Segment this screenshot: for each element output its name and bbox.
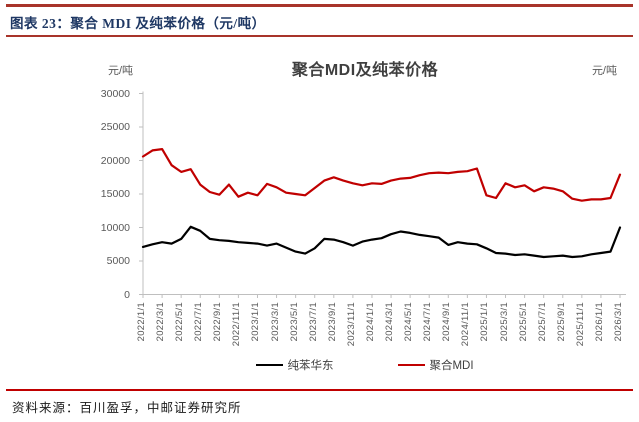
- x-tick-label: 2025/11/1: [574, 301, 586, 346]
- x-tick-label: 2026/3/1: [613, 301, 624, 341]
- x-tick-label: 2022/3/1: [155, 301, 167, 341]
- price-chart: 聚合MDI及纯苯价格 元/吨 元/吨 0 5000 10000 15000 20000 2…: [0, 44, 639, 384]
- x-tick-label: 2022/9/1: [212, 301, 224, 341]
- x-tick-label: 2025/3/1: [498, 301, 510, 341]
- y-tick-label: 0: [124, 288, 130, 301]
- x-tick-label: 2023/11/1: [345, 301, 357, 346]
- legend-label-poly-mdi: 聚合MDI: [429, 360, 474, 372]
- x-tick-label: 2025/9/1: [555, 301, 567, 341]
- y-tick-label: 30000: [100, 87, 130, 100]
- x-tick-label: 2024/7/1: [422, 301, 434, 341]
- legend: 纯苯华东 聚合MDI: [100, 357, 630, 373]
- x-tick-label: 2022/5/1: [174, 301, 186, 341]
- x-tick-label: 2025/1/1: [479, 301, 491, 341]
- legend-item-benzene-east[interactable]: 纯苯华东: [256, 357, 333, 373]
- x-tick-label: 2023/7/1: [307, 301, 319, 341]
- x-tick-label: 2024/1/1: [364, 301, 376, 341]
- series-line-benzene-east: [141, 225, 622, 259]
- y-axis-unit-left: 元/吨: [108, 65, 134, 77]
- caption-rule: [6, 35, 633, 37]
- footer-rule: [6, 389, 633, 391]
- x-tick-label: 2023/3/1: [269, 301, 281, 341]
- x-tick-label: 2024/11/1: [460, 301, 472, 346]
- x-tick-label: 2025/5/1: [517, 301, 529, 341]
- figure-caption: 图表 23：聚合 MDI 及纯苯价格（元/吨）: [10, 16, 266, 31]
- legend-label-benzene-east: 纯苯华东: [287, 360, 334, 372]
- x-tick-label: 2022/11/1: [231, 301, 243, 346]
- top-rule: [6, 4, 633, 7]
- source-note: 资料来源：百川盈孚，中邮证券研究所: [12, 401, 242, 415]
- x-tick-label: 2025/7/1: [536, 301, 548, 341]
- x-tick-label: 2024/3/1: [384, 301, 396, 341]
- red-line-swatch: [398, 363, 426, 367]
- y-tick-label: 20000: [100, 154, 130, 167]
- x-tick-label: 2024/5/1: [403, 301, 415, 341]
- legend-item-poly-mdi[interactable]: 聚合MDI: [398, 357, 474, 373]
- chart-title: 聚合MDI及纯苯价格: [291, 62, 439, 79]
- series-line-poly-mdi: [141, 148, 622, 202]
- y-tick-label: 25000: [100, 121, 130, 133]
- x-tick-label: 2022/1/1: [136, 301, 147, 341]
- black-line-swatch: [256, 363, 284, 367]
- y-tick-label: 5000: [106, 255, 130, 267]
- x-tick-label: 2026/1/1: [593, 301, 605, 341]
- x-tick-label: 2022/7/1: [193, 301, 205, 341]
- x-tick-label: 2023/5/1: [288, 301, 300, 341]
- x-tick-label: 2023/1/1: [250, 301, 262, 341]
- y-axis-unit-right: 元/吨: [591, 65, 617, 77]
- x-tick-label: 2023/9/1: [326, 301, 338, 341]
- y-tick-label: 10000: [100, 221, 130, 234]
- x-tick-label: 2024/9/1: [441, 301, 453, 341]
- y-tick-label: 15000: [100, 188, 130, 200]
